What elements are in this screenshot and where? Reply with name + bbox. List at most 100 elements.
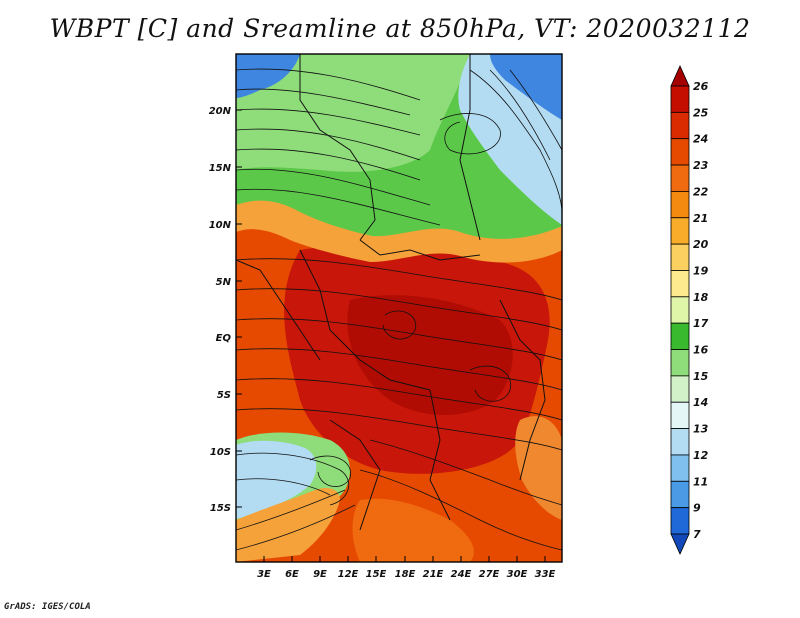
colorbar-segment <box>670 296 690 324</box>
colorbar-label: 24 <box>693 133 708 146</box>
streamline <box>236 452 350 506</box>
colorbar-segment <box>670 428 690 456</box>
streamline <box>236 68 421 101</box>
lon-label: 33E <box>535 569 556 580</box>
colorbar-segment <box>670 349 690 377</box>
map-title: WBPT [C] and Sreamline at 850hPa, VT: 20… <box>49 14 751 43</box>
colorbar-label: 14 <box>693 396 708 409</box>
lon-label: 18E <box>395 569 416 580</box>
colorbar-top-arrow <box>670 65 690 87</box>
streamline <box>509 69 562 151</box>
colorbar-segment <box>670 111 690 140</box>
streamline <box>369 439 562 506</box>
colorbar-label: 25 <box>693 106 709 119</box>
streamline <box>236 288 562 331</box>
streamline <box>236 408 562 451</box>
colorbar-segment <box>670 322 690 350</box>
colorbar-segment <box>670 85 690 113</box>
lon-label: 21E <box>423 569 444 580</box>
colorbar-segment <box>670 270 690 298</box>
colorbar-label: 18 <box>693 291 709 304</box>
axis-ticks <box>236 109 546 562</box>
colorbar-label: 22 <box>693 185 709 198</box>
border-line <box>459 54 481 241</box>
colorbar-labels: 26 25 24 23 22 21 20 19 18 17 16 15 14 13 12 11 9 7 <box>693 80 709 541</box>
streamline <box>469 365 512 402</box>
border-line <box>499 299 546 481</box>
streamline <box>236 88 411 116</box>
border-line <box>299 249 431 391</box>
streamline <box>236 378 562 421</box>
wbpt-core-26 <box>347 295 513 415</box>
wbpt-light-green <box>236 54 470 172</box>
colorbar-label: 12 <box>693 449 709 462</box>
wbpt-blue-northwest <box>236 54 300 98</box>
colorbar-label: 17 <box>693 317 709 330</box>
colorbar-label: 26 <box>693 80 709 93</box>
latitude-labels: 20N 15N 10N 5N EQ 5S 10S 15S <box>209 106 232 514</box>
streamline <box>236 128 421 161</box>
streamline <box>236 168 431 206</box>
colorbar-segment <box>670 375 690 403</box>
colorbar-segment <box>670 507 690 535</box>
streamline <box>236 348 562 391</box>
lat-label: 10S <box>210 447 231 458</box>
streamlines <box>236 68 562 551</box>
colorbar-segment <box>670 138 690 166</box>
colorbar-label: 9 <box>693 502 701 515</box>
colorbar-label: 16 <box>693 344 709 357</box>
streamline <box>236 478 331 496</box>
wbpt-blue-northeast-dark <box>490 54 562 120</box>
lat-label: 15N <box>209 163 232 174</box>
lat-label: 5S <box>217 390 231 401</box>
colorbar-segment <box>670 454 690 482</box>
streamline <box>236 504 356 551</box>
colorbar-label: 13 <box>693 423 709 436</box>
streamline <box>439 113 501 155</box>
colorbar-label: 11 <box>693 475 708 488</box>
lat-label: 5N <box>216 277 232 288</box>
lon-label: 27E <box>479 569 500 580</box>
colorbar-label: 7 <box>693 528 701 541</box>
streamline <box>236 148 421 181</box>
streamline <box>489 69 551 161</box>
colorbar-label: 19 <box>693 264 709 277</box>
streamline <box>236 258 562 301</box>
colorbar-label: 21 <box>693 212 708 225</box>
streamline <box>382 310 417 340</box>
colorbar: 26 25 24 23 22 21 20 19 18 17 16 15 14 13 12 11 9 7 <box>670 65 709 555</box>
lon-label: 30E <box>507 569 528 580</box>
map-frame <box>235 53 563 563</box>
border-line <box>236 259 321 361</box>
border-line <box>359 239 481 261</box>
country-borders <box>236 54 546 531</box>
streamline <box>359 469 562 551</box>
wbpt-southwest-orange <box>236 488 340 562</box>
streamline <box>236 188 441 226</box>
wbpt-south-orange <box>352 498 474 562</box>
streamline <box>236 489 346 531</box>
lon-label: 9E <box>313 569 327 580</box>
lon-label: 3E <box>257 569 271 580</box>
lat-label: EQ <box>216 333 232 344</box>
colorbar-label: 20 <box>693 238 709 251</box>
lon-label: 15E <box>366 569 387 580</box>
lat-label: 15S <box>210 503 231 514</box>
lon-label: 12E <box>338 569 359 580</box>
lon-label: 24E <box>451 569 472 580</box>
lon-label: 6E <box>285 569 299 580</box>
colorbar-segment <box>670 217 690 245</box>
grads-credit: GrADS: IGES/COLA <box>4 602 91 612</box>
streamline <box>469 69 562 211</box>
colorbar-segment <box>670 191 690 219</box>
border-line <box>429 389 451 521</box>
colorbar-segment <box>670 164 690 192</box>
colorbar-segments <box>670 65 690 555</box>
colorbar-label: 15 <box>693 370 709 383</box>
colorbar-segment <box>670 401 690 429</box>
map-figure: 20N 15N 10N 5N EQ 5S 10S 15S 3E 6E 9E 12… <box>209 53 709 580</box>
streamline <box>309 455 352 487</box>
longitude-labels: 3E 6E 9E 12E 15E 18E 21E 24E 27E 30E 33E <box>257 569 555 580</box>
colorbar-label: 23 <box>693 159 709 172</box>
colorbar-segment <box>670 243 690 271</box>
